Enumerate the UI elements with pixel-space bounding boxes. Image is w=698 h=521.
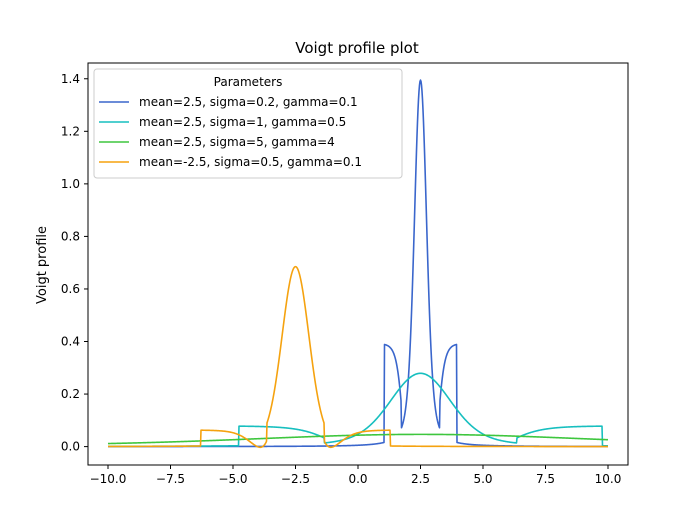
x-tick-label: −7.5	[156, 472, 185, 486]
x-tick-label: 7.5	[536, 472, 555, 486]
series-line-4	[107, 265, 609, 449]
y-tick-label: 1.2	[61, 124, 80, 138]
legend-entries: mean=2.5, sigma=0.2, gamma=0.1 mean=2.5, …	[99, 95, 362, 169]
x-tick-label: 5.0	[473, 472, 492, 486]
x-tick-label: 0.0	[348, 472, 367, 486]
x-axis: −10.0 −7.5 −5.0 −2.5 0.0 2.5 5.0 7.5 10.0	[90, 465, 622, 486]
legend-label-1: mean=2.5, sigma=0.2, gamma=0.1	[139, 95, 358, 109]
x-tick-label: −10.0	[90, 472, 127, 486]
y-tick-label: 1.4	[61, 72, 80, 86]
x-tick-label: 2.5	[411, 472, 430, 486]
chart-title: Voigt profile plot	[295, 39, 419, 57]
x-tick-label: 10.0	[595, 472, 622, 486]
x-tick-label: −2.5	[281, 472, 310, 486]
legend-label-4: mean=-2.5, sigma=0.5, gamma=0.1	[139, 155, 362, 169]
y-tick-label: 0.0	[61, 440, 80, 454]
y-tick-label: 0.6	[61, 282, 80, 296]
series-line-3	[107, 433, 609, 445]
legend-label-2: mean=2.5, sigma=1, gamma=0.5	[139, 115, 346, 129]
y-axis: 0.0 0.2 0.4 0.6 0.8 1.0 1.2 1.4	[61, 72, 88, 454]
plot-series	[107, 79, 609, 449]
x-tick-label: −5.0	[218, 472, 247, 486]
y-axis-label: Voigt profile	[35, 226, 50, 304]
legend: Parameters mean=2.5, sigma=0.2, gamma=0.…	[93, 68, 403, 179]
legend-title: Parameters	[214, 75, 283, 89]
y-tick-label: 0.8	[61, 229, 80, 243]
legend-label-3: mean=2.5, sigma=5, gamma=4	[139, 135, 335, 149]
y-tick-label: 0.4	[61, 335, 80, 349]
y-tick-label: 1.0	[61, 177, 80, 191]
legend-box	[93, 68, 403, 179]
y-tick-label: 0.2	[61, 387, 80, 401]
